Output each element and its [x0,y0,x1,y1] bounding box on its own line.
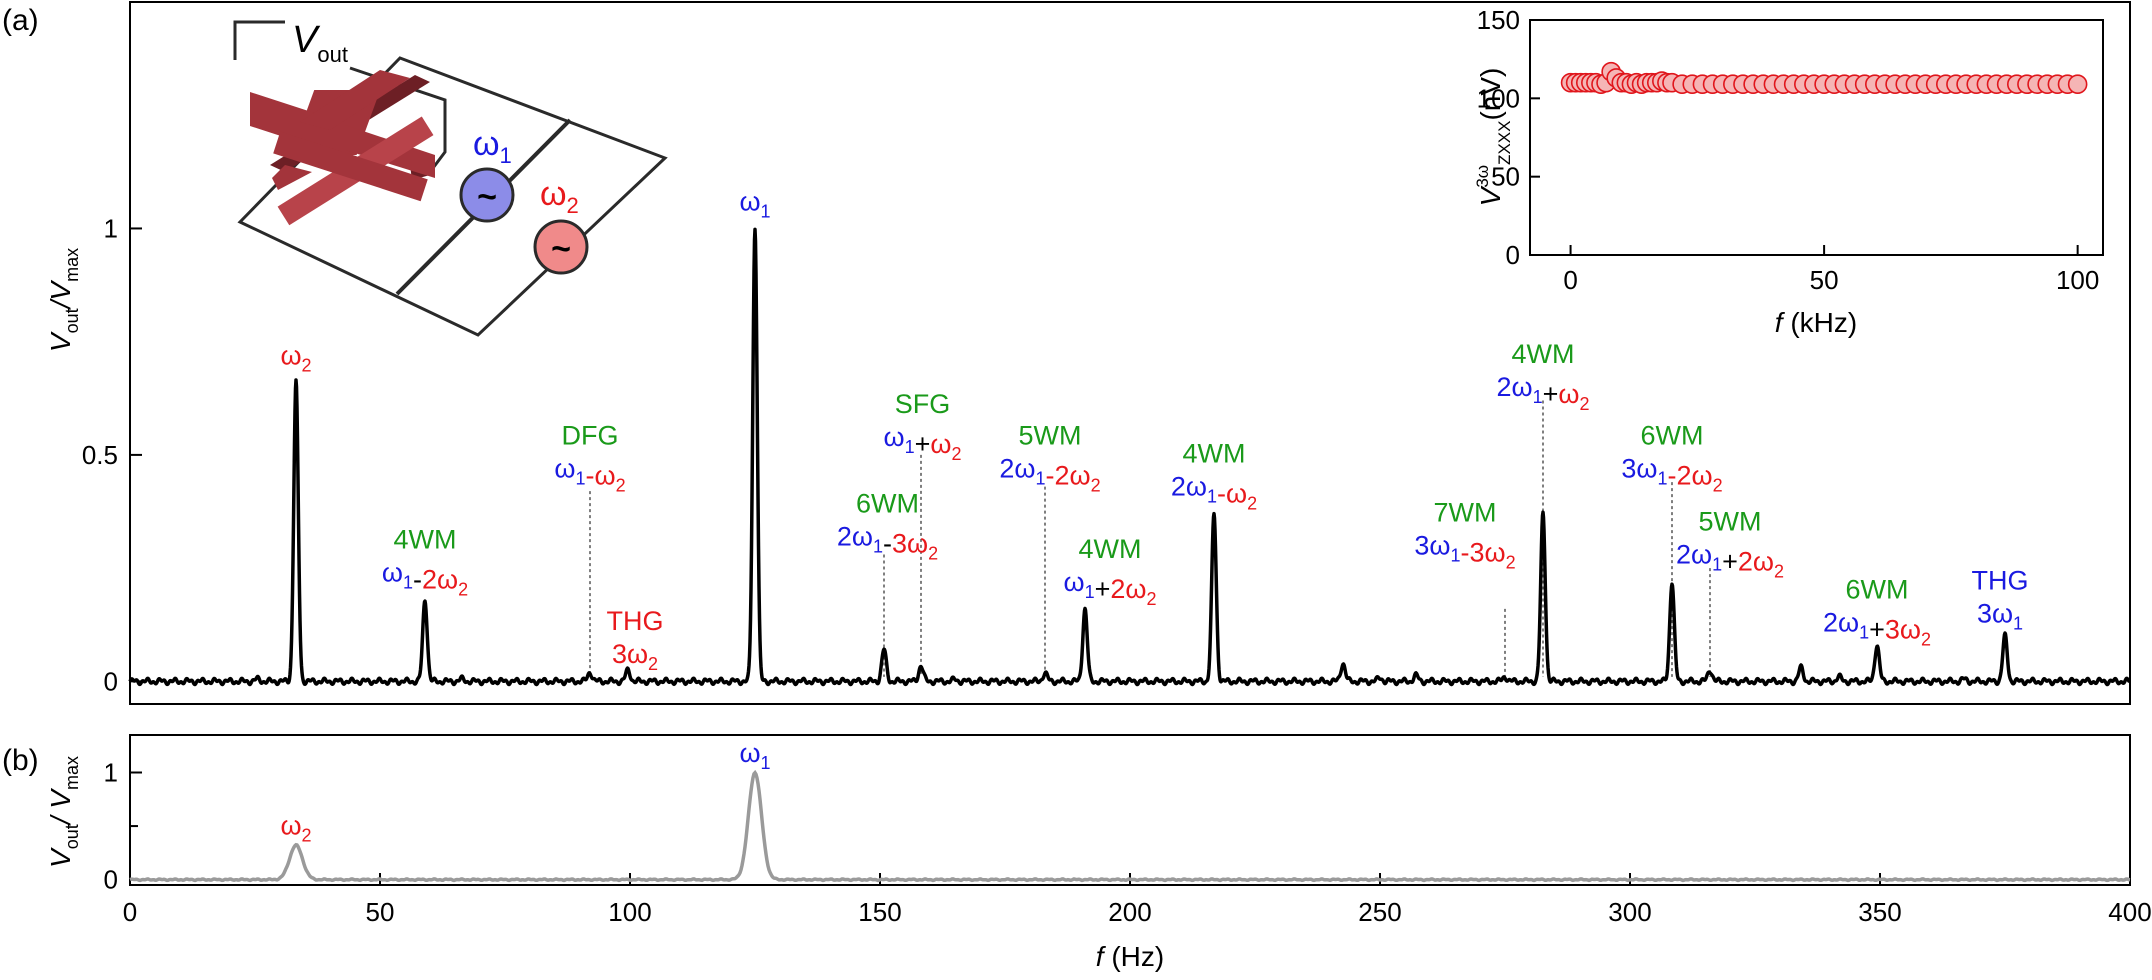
peak-label: ω1 [739,186,770,221]
omega2-label: ω2 [540,175,579,218]
bottom-xtick-label: 100 [608,897,651,927]
main-dotted-markers [589,400,1711,677]
peak-label: 2ω1-ω2 [1171,472,1257,514]
inset-ytick-label: 50 [1491,162,1520,192]
inset-xtick-label: 50 [1810,265,1839,295]
main-ytick-label: 0.5 [82,440,118,470]
bottom-xtick-label: 350 [1858,897,1901,927]
peak-label: ω1+ω2 [884,422,962,464]
bottom-plot-frame [129,734,2131,886]
peak-label: ω1-2ω2 [382,558,468,600]
omega1-label: ω1 [473,125,512,168]
bottom-y-axis-label: Vout/ Vmax [45,756,82,868]
peak-label: 2ω1+2ω2 [1676,540,1784,582]
inset-xtick-label: 100 [2056,265,2099,295]
bottom-ytick-label: 1 [104,758,118,788]
inset-plot-frame [1529,19,2104,256]
main-y-axis-label: Vout/Vmax [45,248,82,352]
peak-label: 2ω1-2ω2 [999,454,1100,496]
panel-label-b: (b) [2,744,39,777]
inset-y-axis-label: V3ωZXXX(nV) [1473,68,1514,207]
peak-label: 2ω1-3ω2 [837,521,938,563]
inset-ytick-label: 150 [1477,5,1520,35]
bottom-ticks: 0 1 0 50 100 150 200 250 300 350 400 [104,758,2152,928]
cross-bar-b [273,131,428,202]
peak-label: 6WM [1846,575,1909,605]
peak-label: 3ω1 [1977,598,2023,633]
peak-label: 3ω1-2ω2 [1621,454,1722,496]
cross-arm-left [250,92,330,152]
source-omega1 [459,167,515,223]
bottom-xtick-label: 0 [123,897,137,927]
peak-label: THG [1972,565,2029,595]
inset-x-axis-label: f (kHz) [1775,307,1857,338]
main-ytick-label: 0 [104,666,118,696]
peak-label: SFG [895,389,951,419]
peak-label: ω2 [280,340,311,375]
inset-ytick-label: 100 [1477,83,1520,113]
main-spectrum-line [128,227,2131,687]
peak-label: 3ω2 [612,639,658,674]
peak-label: ω2 [280,811,311,846]
bottom-spectrum-line [129,769,2131,883]
main-y-ticks: 00.51 [82,213,142,696]
peak-label: 6WM [856,488,919,518]
bottom-xtick-label: 250 [1358,897,1401,927]
peak-label: 5WM [1019,421,1082,451]
source-omega1-symbol: ~ [477,178,497,216]
bottom-annotations: ω2 ω1 [280,738,770,846]
inset-ticks: 0 50 100 150 0 50 100 [1477,5,2100,295]
peak-label: THG [607,606,664,636]
peak-label: ω1 [739,738,770,773]
cross-arm-bottom [272,165,312,190]
peak-label: 4WM [394,525,457,555]
device-schematic: ~ ~ Vout ω1 ω2 [233,19,668,337]
peak-label: ω1-ω2 [554,454,625,496]
vout-wire-left [233,20,285,60]
bottom-xtick-label: 200 [1108,897,1151,927]
main-plot-frame [129,1,2131,705]
bottom-xtick-label: 50 [366,897,395,927]
peak-label: 4WM [1183,439,1246,469]
bottom-xtick-label: 400 [2108,897,2151,927]
peak-label: 5WM [1699,507,1762,537]
inset-xtick-label: 0 [1563,265,1577,295]
inset-points [1560,61,2088,95]
inset-point [2067,74,2088,95]
peak-label: 6WM [1641,421,1704,451]
source-omega2 [533,219,589,275]
inset-ytick-label: 0 [1506,240,1520,270]
bottom-xtick-label: 300 [1608,897,1651,927]
vout-label: Vout [292,19,348,67]
peak-label: 4WM [1512,339,1575,369]
peak-label: DFG [562,421,619,451]
main-annotations: ω2ω14WMω1-2ω2DFGω1-ω2THG3ω26WM2ω1-3ω2SFG… [280,186,2028,674]
peak-label: 3ω1-3ω2 [1414,531,1515,573]
bottom-xtick-label: 150 [858,897,901,927]
cross-arm-top [300,70,410,130]
bottom-ytick-label: 0 [104,865,118,895]
peak-label: 7WM [1434,498,1497,528]
peak-label: 2ω1+3ω2 [1823,608,1931,650]
panel-label-a: (a) [2,4,39,37]
peak-label: 4WM [1079,534,1142,564]
peak-label: ω1+2ω2 [1063,567,1156,609]
source-omega2-symbol: ~ [551,230,571,268]
main-ytick-label: 1 [104,213,118,243]
bottom-x-axis-label: f (Hz) [1096,941,1164,972]
peak-label: 2ω1+ω2 [1496,372,1589,414]
